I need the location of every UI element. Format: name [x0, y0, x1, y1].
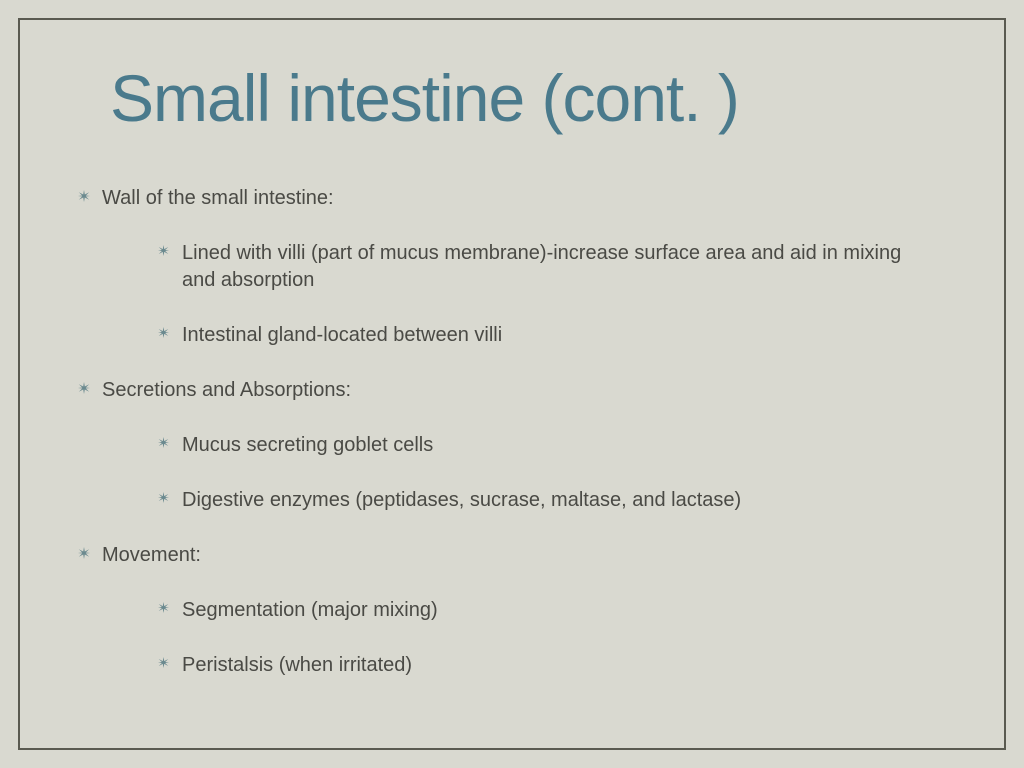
section-heading: Movement:	[102, 542, 201, 569]
section-1: Wall of the small intestine: Lined with …	[78, 185, 964, 349]
asterisk-icon	[158, 322, 182, 338]
slide-content: Wall of the small intestine: Lined with …	[78, 185, 964, 707]
sub-item-text: Intestinal gland-located between villi	[182, 322, 502, 349]
list-item: Intestinal gland-located between villi	[158, 322, 964, 349]
list-item: Wall of the small intestine:	[78, 185, 964, 212]
sub-item-text: Segmentation (major mixing)	[182, 597, 438, 624]
slide-title: Small intestine (cont. )	[110, 60, 739, 136]
list-item: Lined with villi (part of mucus membrane…	[158, 240, 964, 294]
list-item: Digestive enzymes (peptidases, sucrase, …	[158, 487, 964, 514]
asterisk-icon	[158, 487, 182, 503]
section-heading: Secretions and Absorptions:	[102, 377, 351, 404]
section-heading: Wall of the small intestine:	[102, 185, 334, 212]
asterisk-icon	[158, 432, 182, 448]
asterisk-icon	[158, 652, 182, 668]
list-item: Movement:	[78, 542, 964, 569]
sub-item-text: Digestive enzymes (peptidases, sucrase, …	[182, 487, 741, 514]
asterisk-icon	[78, 185, 102, 202]
list-item: Peristalsis (when irritated)	[158, 652, 964, 679]
section-2: Secretions and Absorptions: Mucus secret…	[78, 377, 964, 514]
sub-item-text: Mucus secreting goblet cells	[182, 432, 433, 459]
list-item: Segmentation (major mixing)	[158, 597, 964, 624]
asterisk-icon	[78, 542, 102, 559]
sub-item-text: Lined with villi (part of mucus membrane…	[182, 240, 924, 294]
asterisk-icon	[158, 240, 182, 256]
asterisk-icon	[158, 597, 182, 613]
section-3: Movement: Segmentation (major mixing) Pe…	[78, 542, 964, 679]
list-item: Mucus secreting goblet cells	[158, 432, 964, 459]
list-item: Secretions and Absorptions:	[78, 377, 964, 404]
sub-item-text: Peristalsis (when irritated)	[182, 652, 412, 679]
asterisk-icon	[78, 377, 102, 394]
